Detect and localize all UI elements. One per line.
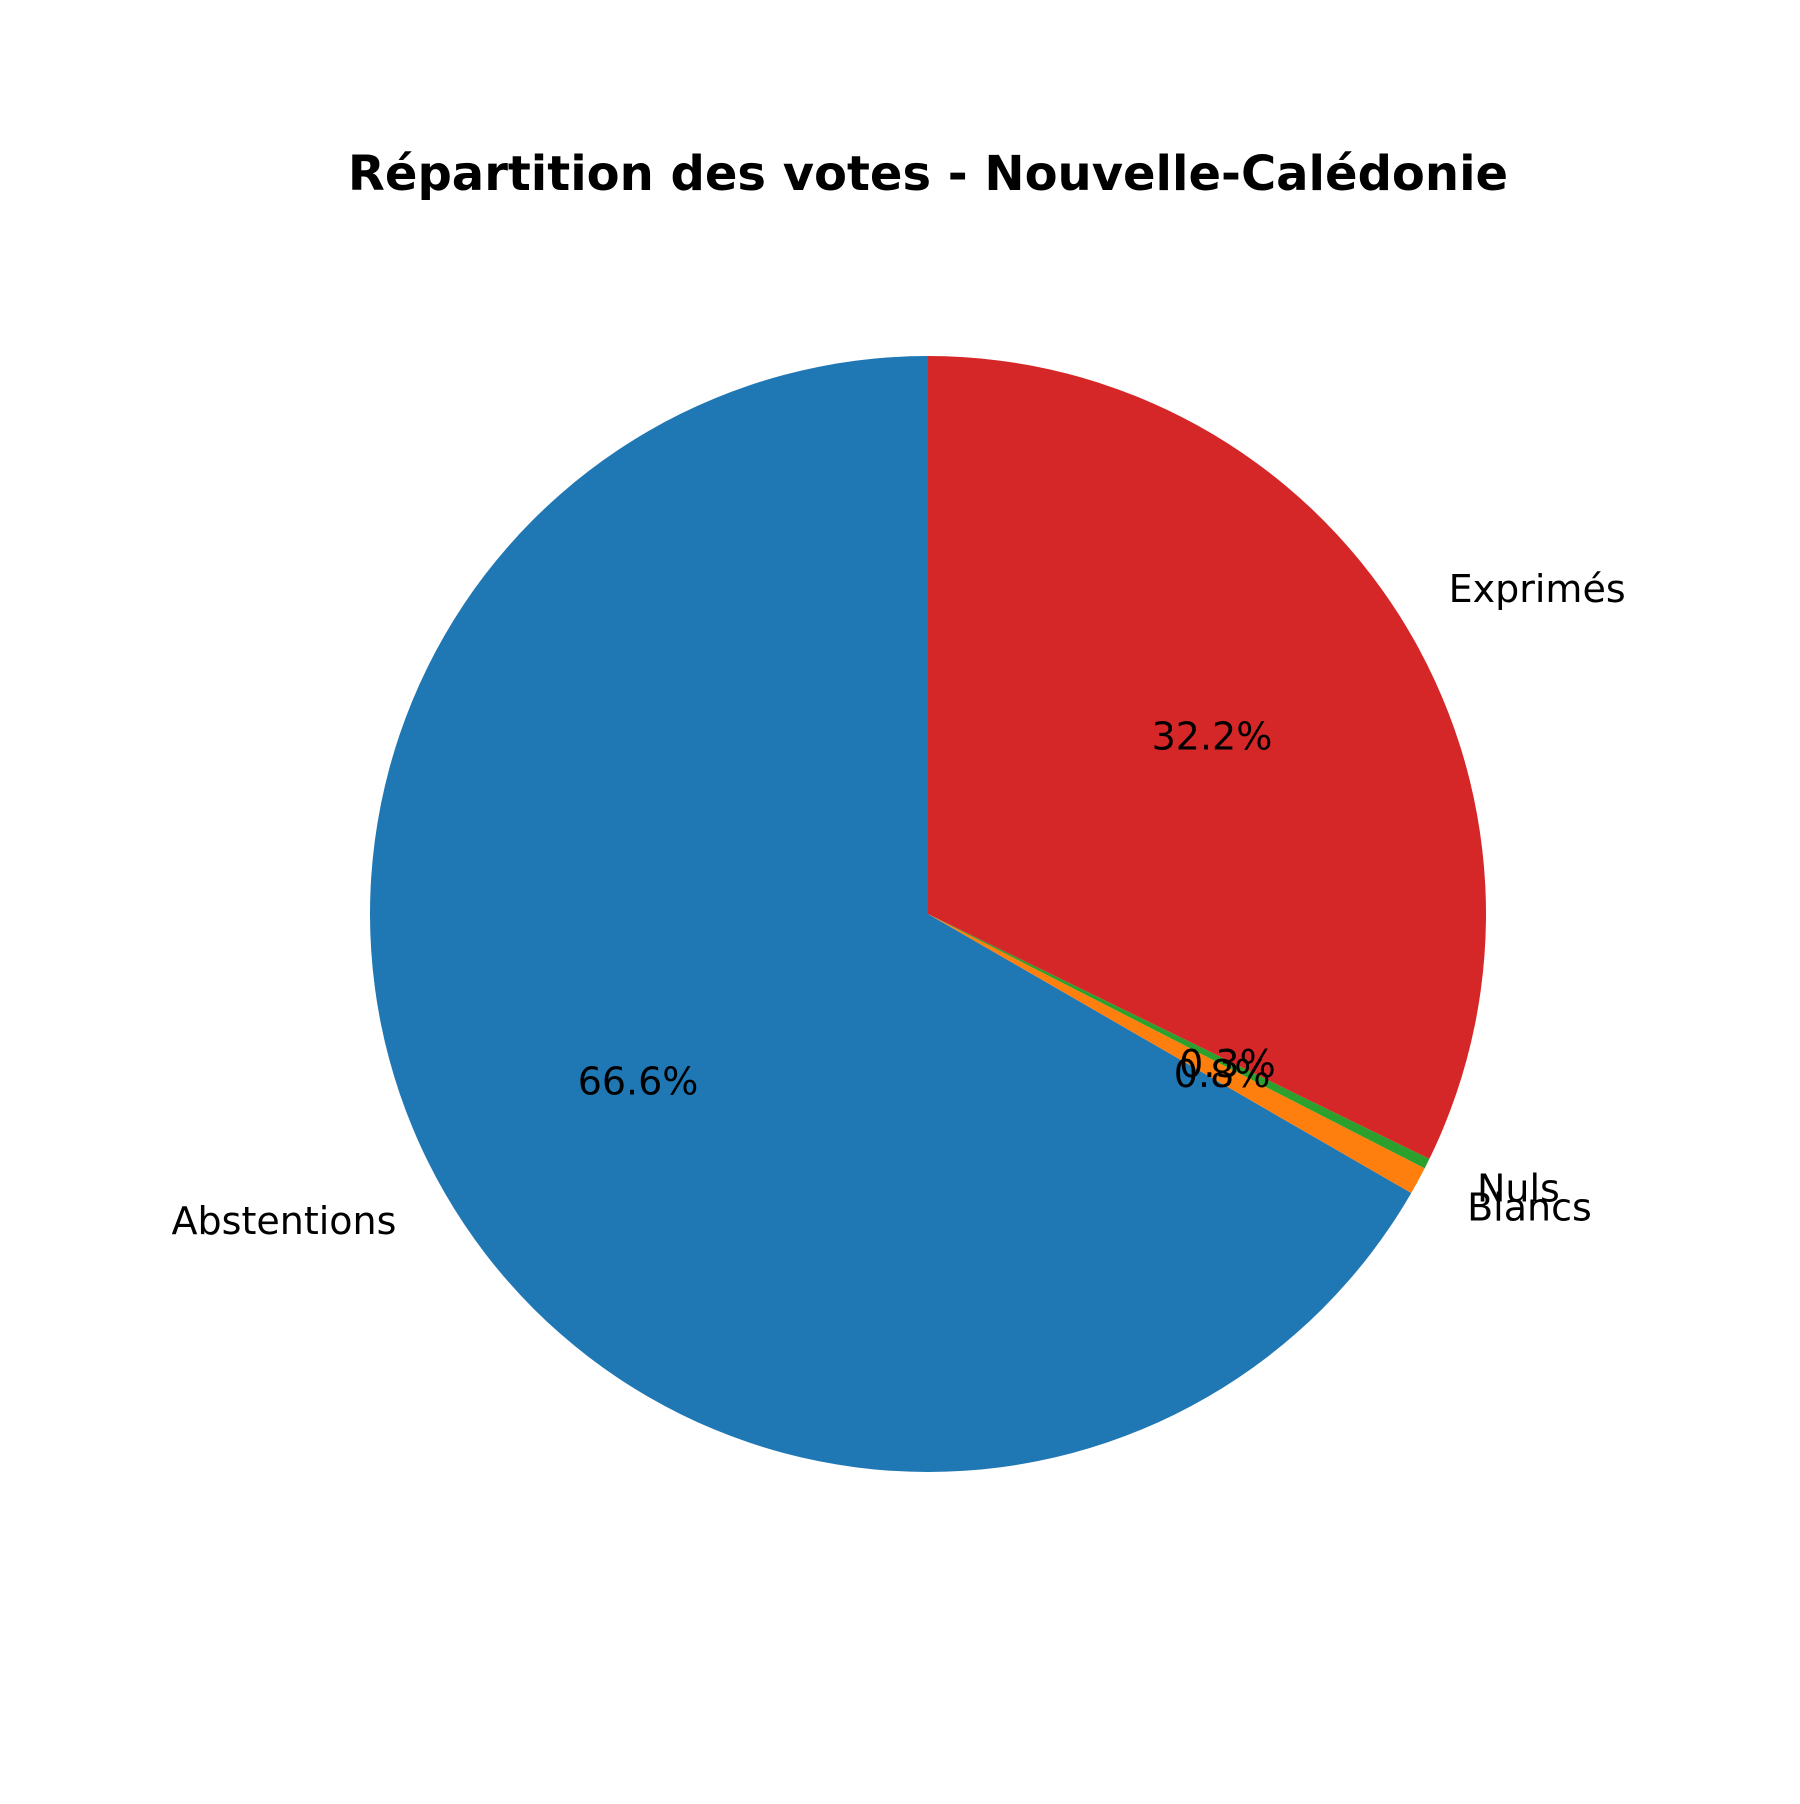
slice-percent-nuls: 0.3% <box>1179 1042 1276 1086</box>
slice-label-nuls: Nuls <box>1477 1167 1560 1211</box>
pie-slice-nuls <box>928 914 1430 1169</box>
slice-label-abstentions: Abstentions <box>172 1199 397 1243</box>
slice-percent-abstentions: 66.6% <box>578 1059 699 1103</box>
slice-label-blancs: Blancs <box>1467 1185 1592 1229</box>
slice-label-exprimes: Exprimés <box>1449 567 1626 611</box>
pie-slice-abstentions <box>370 356 1412 1472</box>
chart-title: Répartition des votes - Nouvelle-Calédon… <box>348 146 1508 202</box>
slice-percent-exprimes: 32.2% <box>1152 715 1273 759</box>
pie-slices <box>370 356 1486 1472</box>
pie-slice-blancs <box>928 914 1425 1193</box>
pie-percent-labels: 66.6% 0.8%0.3% 32.2% <box>578 715 1276 1104</box>
pie-slice-exprimes <box>928 356 1486 1159</box>
slice-percent-blancs: 0.8% <box>1174 1052 1271 1096</box>
